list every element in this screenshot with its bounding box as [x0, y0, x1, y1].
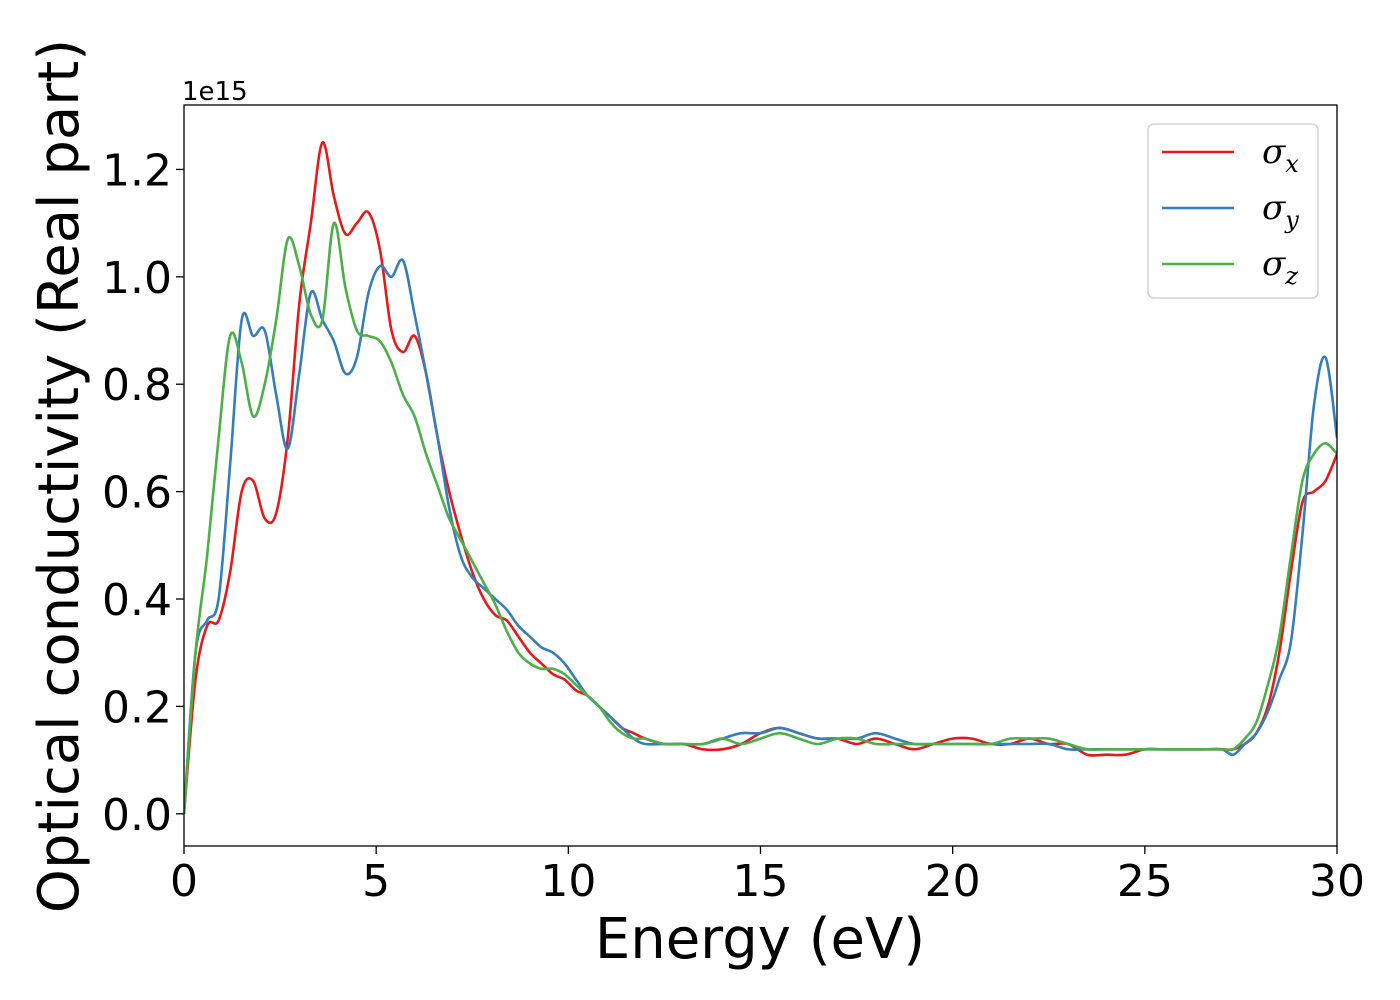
y-tick-label: 0.0 [102, 790, 172, 841]
x-tick-label: 30 [1309, 856, 1365, 907]
x-tick-label: 10 [540, 856, 596, 907]
series-layer [184, 141, 1337, 814]
y-tick-label: 0.8 [102, 360, 172, 411]
y-axis-label: Optical conductivity (Real part) [27, 39, 92, 913]
legend: σx σy σz [1147, 123, 1319, 299]
x-tick-label: 0 [170, 856, 198, 907]
x-tick-label: 5 [362, 856, 390, 907]
y-axis: 0.0 0.2 0.4 0.6 0.8 1.0 1.2 [102, 145, 184, 841]
y-tick-label: 0.6 [102, 468, 172, 519]
x-axis-label: Energy (eV) [595, 907, 925, 972]
y-tick-label: 0.2 [102, 682, 172, 733]
y-tick-label: 1.2 [102, 145, 172, 196]
legend-label: σy [1262, 188, 1299, 234]
x-tick-label: 20 [925, 856, 981, 907]
x-axis: 0 5 10 15 20 25 30 [170, 846, 1365, 907]
x-tick-label: 25 [1117, 856, 1173, 907]
legend-label: σz [1262, 244, 1298, 290]
y-offset-label: 1e15 [182, 77, 248, 107]
series-line-3 [184, 221, 1337, 814]
legend-label: σx [1262, 132, 1299, 178]
y-tick-label: 1.0 [102, 253, 172, 304]
y-tick-label: 0.4 [102, 575, 172, 626]
x-tick-label: 15 [733, 856, 789, 907]
legend-box [1147, 123, 1319, 299]
